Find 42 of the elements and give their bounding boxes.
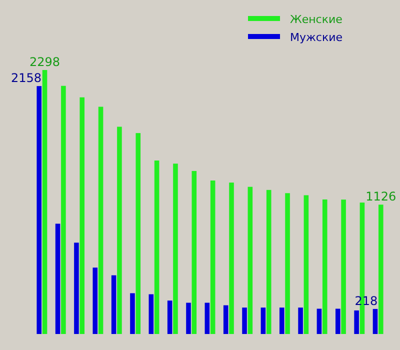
data-label: 2298 <box>29 55 60 69</box>
bar <box>98 106 104 334</box>
legend-label: Мужские <box>290 31 343 44</box>
bar <box>372 308 378 334</box>
bar <box>266 190 272 334</box>
bar <box>341 200 346 334</box>
bar <box>130 293 135 334</box>
data-label: 2158 <box>10 71 42 86</box>
bar <box>229 182 234 334</box>
bar <box>136 133 141 334</box>
bar <box>204 302 210 334</box>
bar <box>167 300 172 334</box>
bar <box>42 70 48 334</box>
bar <box>378 204 384 334</box>
bar <box>192 170 197 334</box>
bar <box>316 308 322 334</box>
bar <box>148 294 154 334</box>
bar <box>242 308 247 334</box>
bar <box>354 310 359 334</box>
bar <box>298 308 303 334</box>
legend-label: Женские <box>290 13 343 26</box>
bar <box>55 224 60 334</box>
bar <box>74 242 79 334</box>
bar <box>154 160 160 334</box>
bar <box>111 275 116 334</box>
bar <box>285 193 290 334</box>
bar <box>304 195 309 334</box>
bar <box>322 199 328 334</box>
bar <box>36 86 42 334</box>
bar <box>223 305 228 334</box>
bar <box>279 308 284 334</box>
bar <box>335 308 340 334</box>
bar <box>173 164 178 334</box>
bar <box>210 180 216 334</box>
bar <box>61 86 66 334</box>
data-label: 1126 <box>366 190 396 204</box>
bar <box>186 302 191 334</box>
bar <box>117 126 122 334</box>
bar <box>92 268 98 334</box>
bar <box>260 308 266 334</box>
bar <box>248 186 253 334</box>
bar <box>80 97 85 334</box>
